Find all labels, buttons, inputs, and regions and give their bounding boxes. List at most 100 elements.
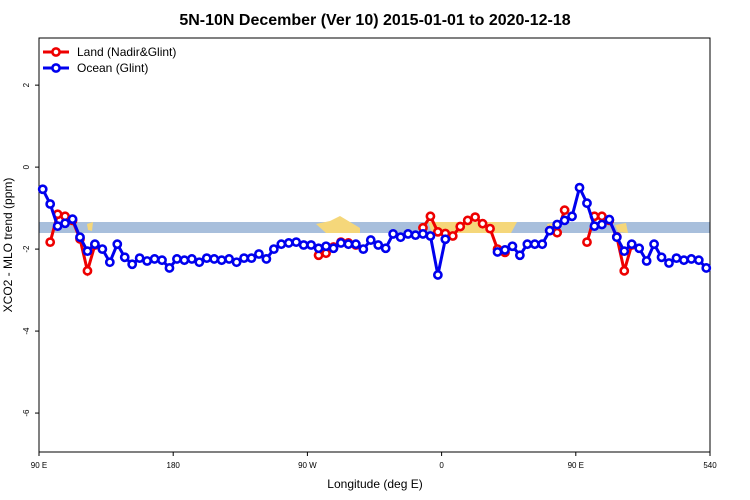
y-tick-label: -4 xyxy=(22,327,31,335)
data-point xyxy=(82,265,93,276)
data-point xyxy=(410,230,421,241)
y-tick-label: 2 xyxy=(22,82,31,87)
data-point xyxy=(686,254,697,264)
data-point xyxy=(45,237,56,248)
data-point xyxy=(567,211,577,222)
data-point xyxy=(52,221,63,232)
data-point xyxy=(432,270,443,280)
data-point xyxy=(179,255,190,266)
data-point xyxy=(127,259,138,270)
data-point xyxy=(477,218,488,229)
data-point xyxy=(537,239,548,250)
data-point xyxy=(626,239,637,250)
data-point xyxy=(604,214,615,225)
y-axis-label: XCO2 - MLO trend (ppm) xyxy=(1,178,15,313)
data-point xyxy=(514,250,525,261)
data-point xyxy=(418,229,428,239)
data-point xyxy=(149,254,160,264)
data-point xyxy=(596,219,607,230)
legend-marker xyxy=(51,63,61,73)
data-point xyxy=(268,244,279,254)
data-point xyxy=(611,232,622,243)
y-tick-label: 0 xyxy=(22,164,31,169)
data-point xyxy=(552,227,563,238)
legend-label: Ocean (Glint) xyxy=(77,61,148,75)
y-tick-label: -6 xyxy=(22,409,31,417)
data-point xyxy=(373,240,384,250)
data-point xyxy=(679,255,689,266)
x-tick-label: 540 xyxy=(703,461,717,470)
x-tick-label: 180 xyxy=(167,461,181,470)
data-point xyxy=(104,257,115,268)
data-point xyxy=(365,235,376,245)
data-point xyxy=(313,243,324,254)
data-point xyxy=(693,255,704,266)
data-point xyxy=(231,257,242,268)
land-shape xyxy=(316,216,360,233)
data-point xyxy=(455,221,466,232)
data-point xyxy=(447,231,458,241)
data-point xyxy=(664,258,674,268)
data-point xyxy=(90,239,100,250)
data-point xyxy=(186,254,197,264)
data-point xyxy=(582,198,592,209)
data-point xyxy=(164,263,175,273)
chart-title: 5N-10N December (Ver 10) 2015-01-01 to 2… xyxy=(179,12,570,29)
data-point xyxy=(522,239,533,250)
plot-frame xyxy=(38,37,711,453)
data-point xyxy=(671,253,682,264)
data-point xyxy=(470,212,481,223)
data-point xyxy=(589,221,600,232)
data-point xyxy=(246,253,257,264)
data-point xyxy=(60,218,70,229)
x-axis-label: Longitude (deg E) xyxy=(327,477,422,491)
x-tick-label: 90 W xyxy=(298,461,317,470)
data-point xyxy=(194,257,205,268)
data-point xyxy=(82,246,93,257)
data-point xyxy=(350,239,361,250)
data-point xyxy=(336,238,346,248)
data-point xyxy=(559,215,570,226)
data-point xyxy=(75,232,85,243)
data-point xyxy=(492,247,503,257)
data-point xyxy=(529,239,540,250)
data-point xyxy=(119,252,130,263)
data-point xyxy=(440,234,451,245)
data-point xyxy=(283,238,294,248)
data-point xyxy=(619,265,630,276)
data-point xyxy=(172,254,182,264)
data-point xyxy=(328,243,339,254)
data-point xyxy=(619,246,630,257)
data-point xyxy=(298,240,309,250)
data-point xyxy=(45,199,56,209)
x-tick-label: 90 E xyxy=(31,461,47,470)
data-point xyxy=(276,239,287,250)
data-point xyxy=(395,232,406,243)
ocean-strip xyxy=(39,222,710,233)
data-point xyxy=(97,244,108,254)
legend-label: Land (Nadir&Glint) xyxy=(77,45,176,59)
data-point xyxy=(559,205,570,216)
data-point xyxy=(239,253,249,264)
data-point xyxy=(656,252,667,263)
data-point xyxy=(291,237,302,248)
data-point xyxy=(157,255,167,266)
data-point xyxy=(649,239,659,250)
land-shape xyxy=(615,223,628,233)
data-point xyxy=(582,237,592,248)
land-shape xyxy=(87,222,93,231)
y-tick-label: -2 xyxy=(22,245,31,253)
data-point xyxy=(358,244,369,254)
data-point xyxy=(224,254,235,264)
land-shape xyxy=(428,222,517,233)
data-point xyxy=(634,243,645,254)
data-point xyxy=(500,245,510,255)
data-point xyxy=(112,239,123,250)
data-point xyxy=(306,240,317,250)
data-point xyxy=(201,253,212,264)
data-point xyxy=(343,239,354,250)
data-point xyxy=(37,184,48,195)
data-point xyxy=(432,226,443,237)
data-point xyxy=(425,211,436,222)
